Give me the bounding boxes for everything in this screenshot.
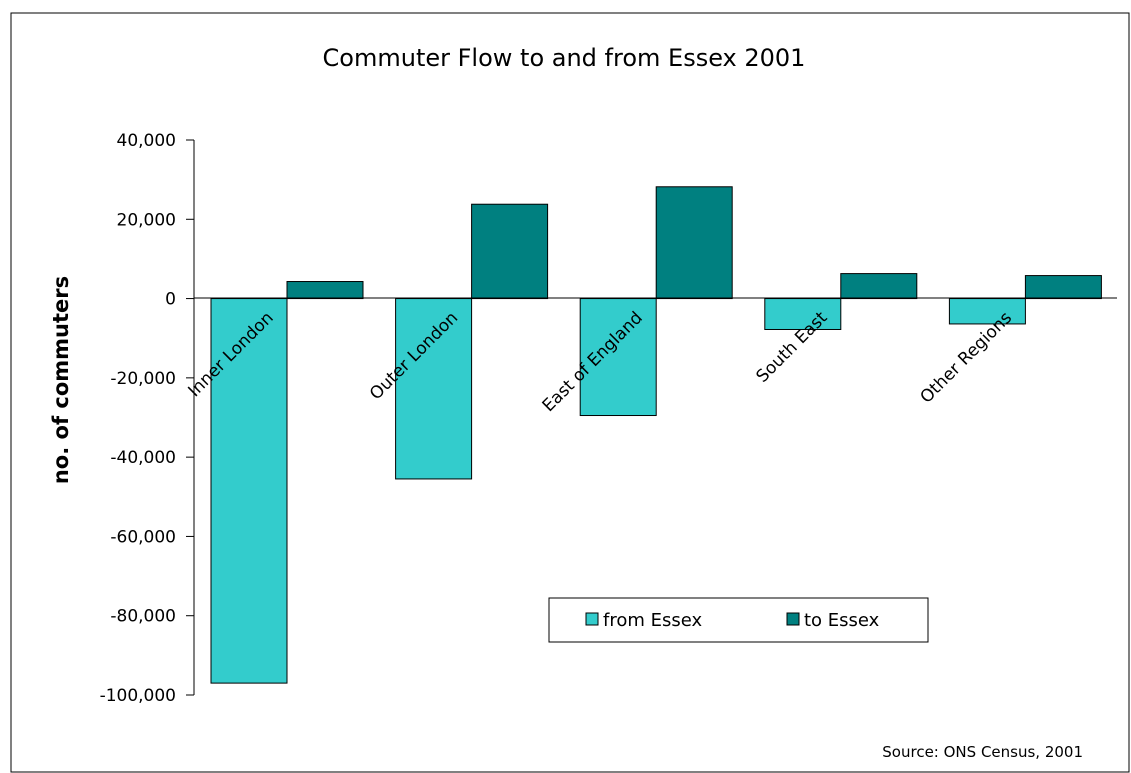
y-tick-label: 40,000 bbox=[117, 131, 176, 151]
chart-border bbox=[10, 12, 1130, 773]
bar-to-essex-other-regions bbox=[1024, 275, 1102, 300]
bar-from-essex-east-of-england bbox=[579, 298, 657, 417]
legend-box bbox=[548, 597, 929, 643]
y-tick-label: 0 bbox=[165, 290, 176, 310]
bar-from-essex-outer-london bbox=[395, 298, 473, 480]
bar-to-essex-outer-london bbox=[471, 203, 549, 300]
y-axis-label: no. of commuters bbox=[49, 276, 73, 484]
legend-swatch-from-essex bbox=[585, 612, 599, 626]
bar-to-essex-south-east bbox=[840, 273, 918, 300]
chart-title: Commuter Flow to and from Essex 2001 bbox=[323, 44, 806, 72]
y-tick-label: -100,000 bbox=[100, 686, 176, 706]
bar-from-essex-inner-london bbox=[210, 298, 288, 684]
bar-to-essex-east-of-england bbox=[655, 186, 733, 300]
bars bbox=[210, 186, 1102, 684]
y-tick-label: -40,000 bbox=[110, 448, 176, 468]
y-tick-label: -80,000 bbox=[110, 607, 176, 627]
legend-swatch-to-essex bbox=[786, 612, 800, 626]
legend-label-to-essex: to Essex bbox=[804, 610, 880, 631]
y-axis-ticks: 40,000 20,000 0 -20,000 -40,000 -60,000 -80,00… bbox=[100, 131, 194, 706]
y-tick-label: -60,000 bbox=[110, 527, 176, 547]
bar-from-essex-south-east bbox=[764, 298, 842, 330]
y-tick-label: 20,000 bbox=[117, 210, 176, 230]
legend: from Essex to Essex bbox=[548, 597, 929, 643]
legend-label-from-essex: from Essex bbox=[603, 610, 702, 631]
y-tick-label: -20,000 bbox=[110, 369, 176, 389]
source-note: Source: ONS Census, 2001 bbox=[882, 743, 1083, 761]
bar-to-essex-inner-london bbox=[286, 281, 364, 300]
bar-from-essex-other-regions bbox=[948, 298, 1026, 325]
